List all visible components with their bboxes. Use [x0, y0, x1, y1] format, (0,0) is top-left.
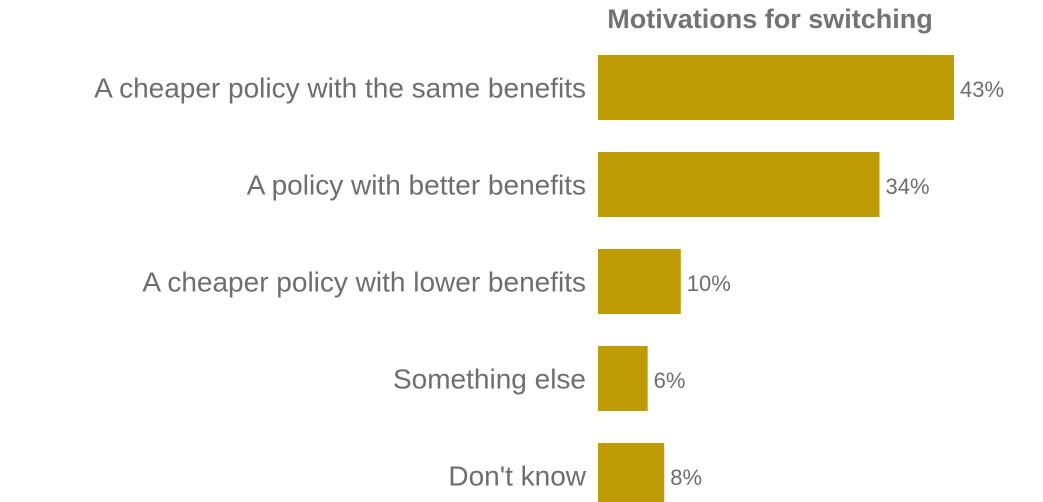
category-label-3: Something else — [393, 364, 586, 395]
value-label-0: 43% — [960, 77, 1004, 102]
bar-1 — [598, 152, 880, 217]
bar-2 — [598, 249, 681, 314]
value-label-1: 34% — [885, 174, 929, 199]
value-label-2: 10% — [687, 271, 731, 296]
value-label-3: 6% — [654, 368, 686, 393]
value-label-4: 8% — [670, 465, 702, 490]
bar-0 — [598, 55, 954, 120]
chart-title: Motivations for switching — [607, 4, 933, 34]
bar-4 — [598, 443, 665, 502]
category-label-4: Don't know — [448, 461, 586, 492]
bar-3 — [598, 346, 648, 411]
category-label-1: A policy with better benefits — [247, 170, 586, 201]
category-label-2: A cheaper policy with lower benefits — [142, 267, 586, 298]
category-label-0: A cheaper policy with the same benefits — [94, 73, 586, 104]
